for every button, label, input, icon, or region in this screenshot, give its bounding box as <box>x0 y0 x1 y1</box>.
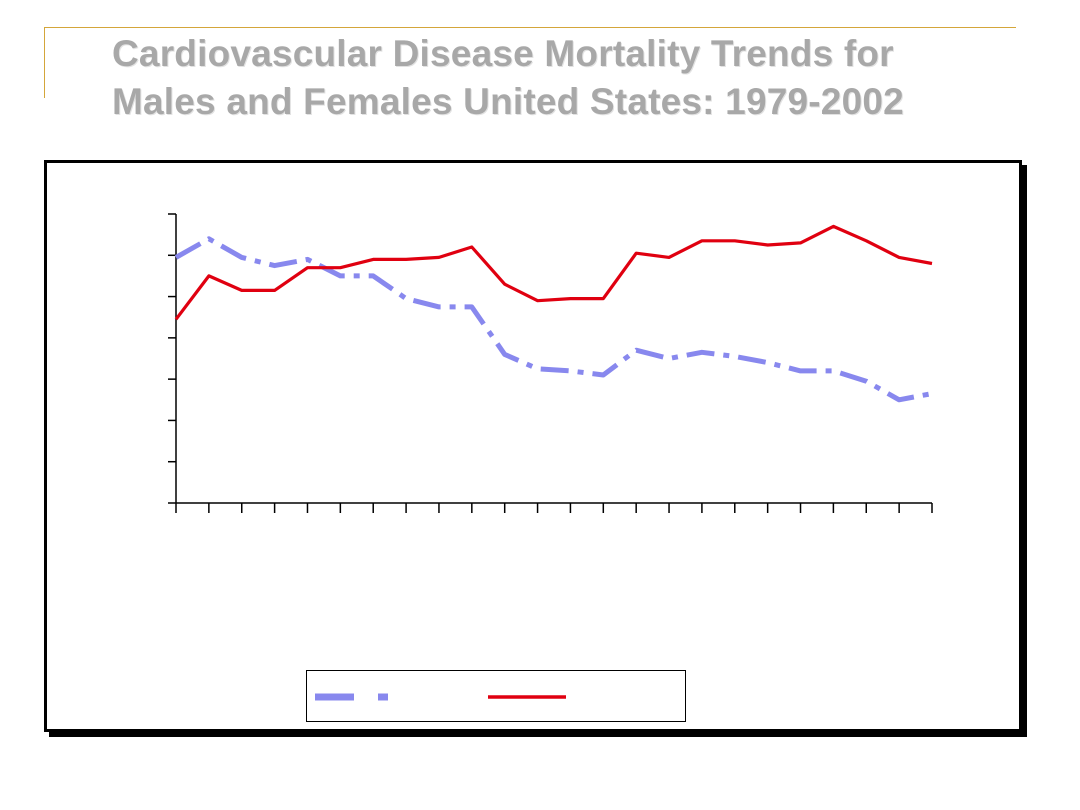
slide-title-line-2: Males and Females United States: 1979-20… <box>112 81 904 122</box>
chart-series <box>174 224 933 403</box>
chart-axes <box>168 213 933 513</box>
series-line-2 <box>174 224 933 321</box>
series-line-1 <box>174 236 933 403</box>
title-accent-line-top <box>44 27 1016 28</box>
chart-frame <box>44 160 1022 732</box>
slide-title-line-1: Cardiovascular Disease Mortality Trends … <box>112 33 894 74</box>
title-accent-line-left <box>44 27 45 98</box>
slide-title: Cardiovascular Disease Mortality Trends … <box>112 30 1032 126</box>
